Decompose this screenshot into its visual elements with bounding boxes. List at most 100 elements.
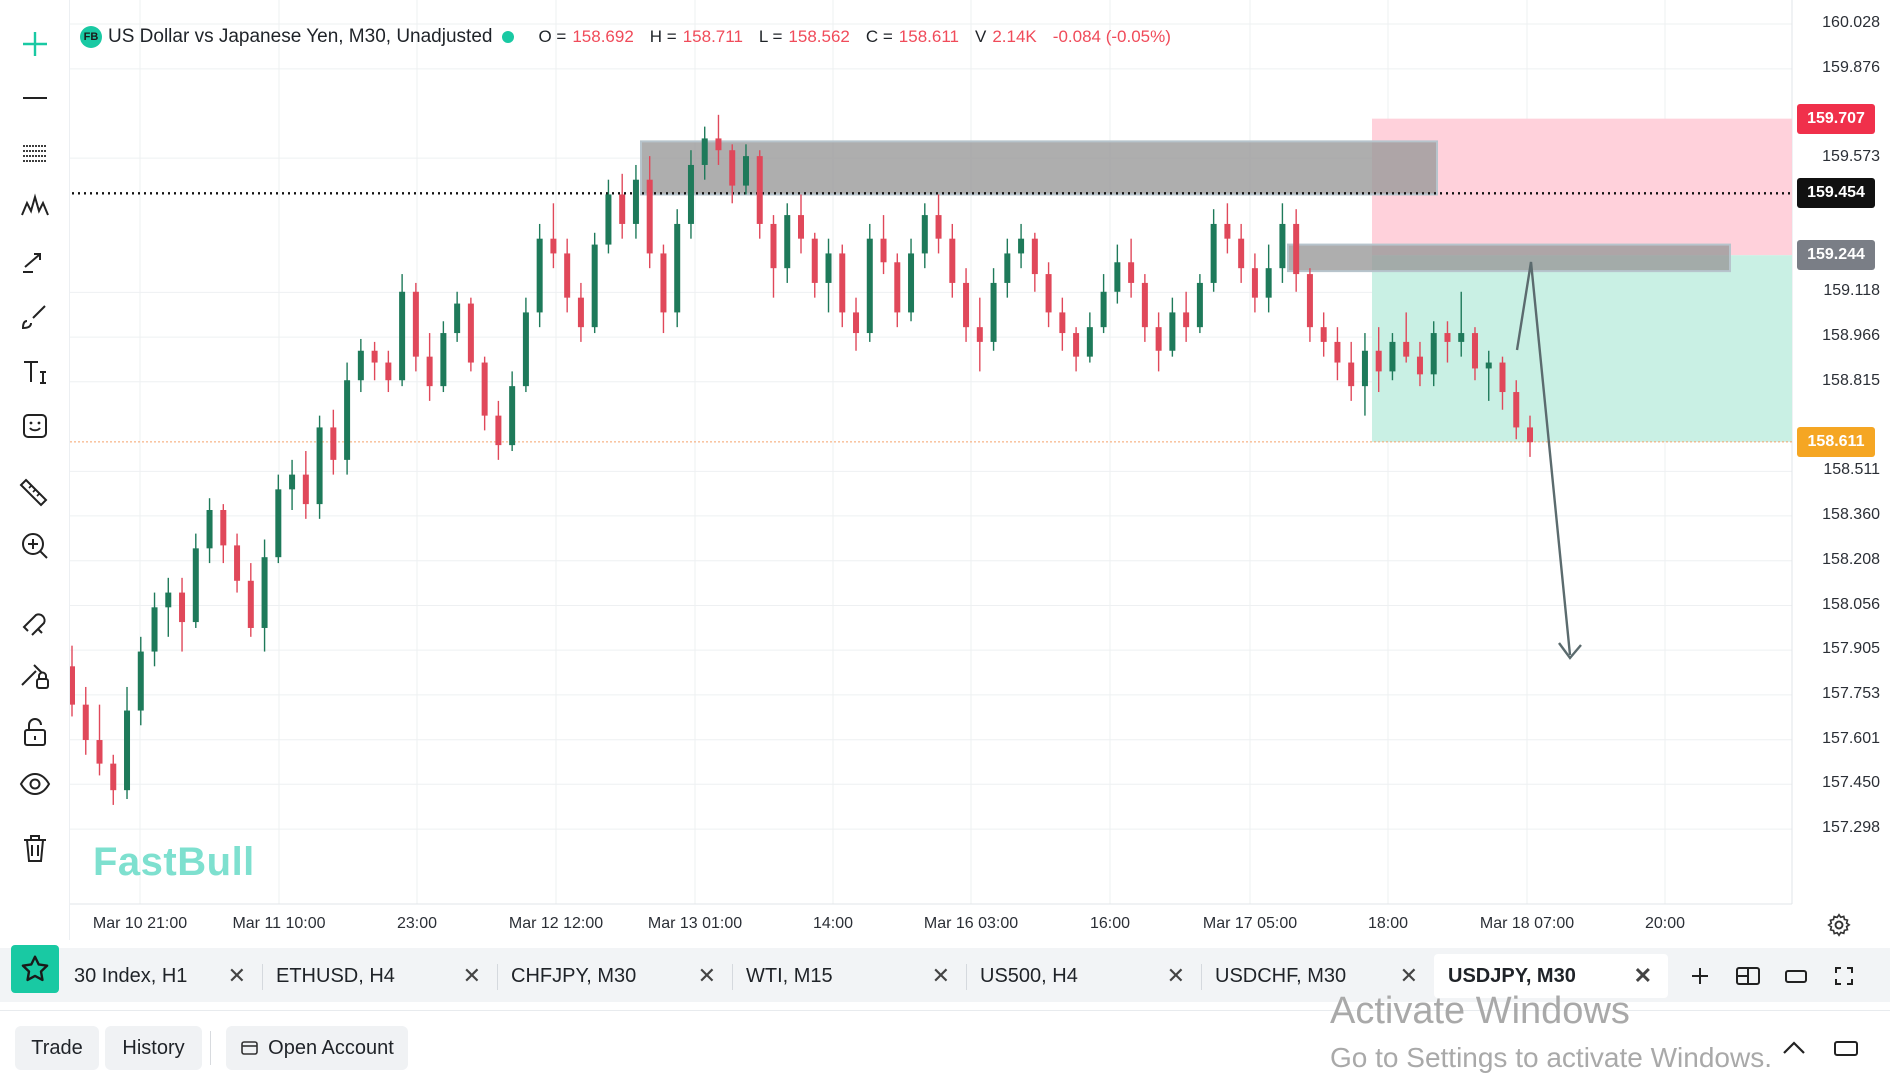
- activate-windows-title: Activate Windows: [1330, 990, 1630, 1032]
- tab-chfjpy-m30[interactable]: CHFJPY, M30 ✕: [497, 954, 732, 998]
- pattern-icon[interactable]: [13, 184, 57, 228]
- price-axis-label: 157.753: [1822, 684, 1880, 702]
- candle: [674, 209, 681, 328]
- tab-us500-h4[interactable]: US500, H4 ✕: [966, 954, 1201, 998]
- take-profit-zone[interactable]: [1372, 255, 1792, 442]
- time-axis-label: Mar 16 03:00: [923, 915, 1019, 932]
- price-axis-label: 157.298: [1822, 819, 1880, 837]
- watchlist-star-button[interactable]: [11, 945, 59, 993]
- chart-area[interactable]: [70, 0, 1890, 940]
- fullscreen-icon[interactable]: [1828, 960, 1860, 992]
- eye-icon[interactable]: [13, 762, 57, 806]
- tab-close-icon[interactable]: ✕: [697, 963, 716, 988]
- tab-label: USDJPY, M30: [1448, 964, 1576, 987]
- fastbull-watermark: FastBull: [93, 840, 255, 884]
- ohlc-high-value: 158.711: [682, 27, 743, 46]
- candle: [165, 577, 172, 637]
- candle: [825, 238, 832, 313]
- candle: [206, 498, 213, 564]
- tab-ethusd-h4[interactable]: ETHUSD, H4 ✕: [262, 954, 497, 998]
- candle: [1114, 244, 1121, 304]
- candle: [976, 297, 983, 372]
- collapse-panel-chevron-up-icon[interactable]: [1778, 1032, 1810, 1064]
- candle: [660, 244, 667, 334]
- unlock-icon[interactable]: [13, 710, 57, 754]
- layout-split-icon[interactable]: [1732, 960, 1764, 992]
- candle: [577, 282, 584, 342]
- magnet-icon[interactable]: [13, 598, 57, 642]
- price-chart[interactable]: [70, 0, 1890, 940]
- price-axis-label: 158.208: [1822, 550, 1880, 568]
- stop-loss-zone[interactable]: [1372, 118, 1792, 256]
- candle: [70, 645, 75, 717]
- chart-settings-gear-icon[interactable]: [1826, 912, 1852, 938]
- zoom-in-icon[interactable]: [13, 524, 57, 568]
- candle: [550, 203, 557, 269]
- open-account-button[interactable]: Open Account: [226, 1026, 408, 1070]
- candle: [124, 686, 131, 800]
- lock-drawing-icon[interactable]: [13, 652, 57, 696]
- horizontal-line-icon[interactable]: [13, 76, 57, 120]
- candle: [330, 409, 337, 475]
- symbol-title[interactable]: US Dollar vs Japanese Yen, M30, Unadjust…: [108, 26, 493, 47]
- tab-close-icon[interactable]: ✕: [227, 963, 246, 988]
- ruler-icon[interactable]: [13, 469, 57, 513]
- candle: [921, 203, 928, 269]
- resistance-zone-upper[interactable]: [640, 140, 1438, 196]
- trade-button[interactable]: Trade: [15, 1026, 99, 1070]
- price-axis-label: 157.601: [1822, 729, 1880, 747]
- history-button[interactable]: History: [105, 1026, 202, 1070]
- tab-close-icon[interactable]: ✕: [1633, 963, 1652, 988]
- candle: [687, 150, 694, 239]
- trash-icon[interactable]: [13, 826, 57, 870]
- candle: [192, 533, 199, 628]
- tab-label: USDCHF, M30: [1215, 964, 1347, 987]
- tab-close-icon[interactable]: ✕: [462, 963, 481, 988]
- candle: [1196, 274, 1203, 334]
- candle: [1320, 312, 1327, 357]
- candle: [715, 114, 722, 165]
- tab-label: 30 Index, H1: [74, 964, 188, 987]
- brush-icon[interactable]: [13, 295, 57, 339]
- candle: [344, 362, 351, 475]
- candle: [619, 173, 626, 239]
- tab-separator: [1201, 964, 1202, 990]
- candle: [646, 156, 653, 269]
- candle: [509, 371, 516, 452]
- candle: [1004, 238, 1011, 298]
- crosshair-plus-icon[interactable]: [13, 22, 57, 66]
- tab-separator: [497, 964, 498, 990]
- tab-usdchf-m30[interactable]: USDCHF, M30 ✕: [1201, 954, 1434, 998]
- candle: [399, 274, 406, 387]
- price-axis-label: 160.028: [1822, 13, 1880, 31]
- tab-close-icon[interactable]: ✕: [1166, 963, 1185, 988]
- multi-line-icon[interactable]: [13, 131, 57, 175]
- tab-close-icon[interactable]: ✕: [931, 963, 950, 988]
- time-axis-label: Mar 18 07:00: [1479, 915, 1575, 932]
- candle: [440, 321, 447, 393]
- add-tab-plus-icon[interactable]: [1684, 960, 1716, 992]
- activate-windows-subtitle: Go to Settings to activate Windows.: [1330, 1042, 1772, 1073]
- price-axis-label: 157.905: [1822, 640, 1880, 658]
- candle: [96, 704, 103, 776]
- candle: [1485, 350, 1492, 401]
- resistance-zone-lower[interactable]: [1287, 243, 1731, 273]
- candle: [1018, 223, 1025, 269]
- open-account-label: Open Account: [268, 1036, 394, 1059]
- layout-single-icon[interactable]: [1780, 960, 1812, 992]
- tab-30-index-h1[interactable]: 30 Index, H1 ✕: [62, 954, 262, 998]
- tab-wti-m15[interactable]: WTI, M15 ✕: [732, 954, 966, 998]
- text-icon[interactable]: [13, 350, 57, 394]
- candle: [935, 194, 942, 254]
- restore-panel-icon[interactable]: [1830, 1032, 1862, 1064]
- tab-usdjpy-m30[interactable]: USDJPY, M30 ✕: [1434, 954, 1668, 998]
- ohlc-high-key: H =: [649, 27, 677, 46]
- time-axis-label: 20:00: [1644, 915, 1686, 932]
- projection-arrow[interactable]: [1515, 261, 1582, 660]
- trend-arrow-icon[interactable]: [13, 240, 57, 284]
- tab-close-icon[interactable]: ✕: [1399, 963, 1418, 988]
- candle: [151, 592, 158, 667]
- emoji-icon[interactable]: [13, 404, 57, 448]
- candle: [1348, 341, 1355, 401]
- volume-key: V: [975, 27, 987, 46]
